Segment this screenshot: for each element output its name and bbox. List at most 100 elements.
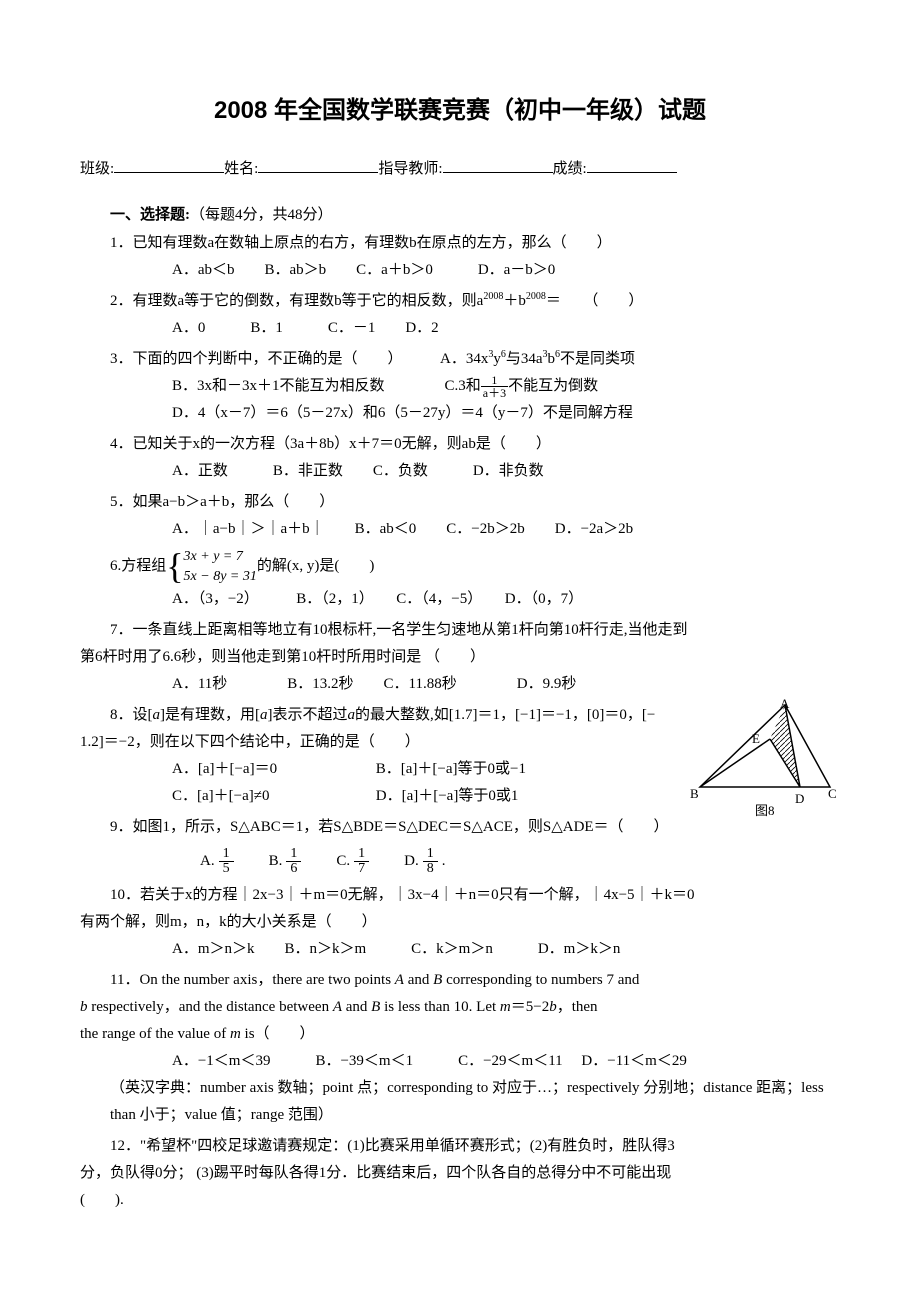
q11-l2c: is less than 10. Let (380, 999, 500, 1015)
q11-l1a: 11．On the number axis，there are two poin… (110, 972, 395, 988)
q9-f1d: 5 (219, 862, 234, 876)
q8-l1c: ]表示不超过 (268, 707, 348, 723)
fig-label-E: E (752, 727, 760, 750)
q2-part1: 2．有理数a等于它的倒数，有理数b等于它的相反数，则a (110, 293, 483, 309)
q8-l1d: 的最大整数,如[1.7]＝1，[−1]＝−1，[0]＝0，[− (355, 707, 655, 723)
name-label: 姓名: (224, 157, 258, 178)
q9-oB: B. (269, 848, 283, 875)
q3-l1b: 与34a (506, 351, 543, 367)
q11-l1b: and (404, 972, 433, 988)
header-row: 班级: 姓名: 指导教师: 成绩: (80, 155, 840, 178)
q9-f4n: 1 (423, 847, 438, 862)
q9-oA: A. (200, 848, 215, 875)
question-5: 5．如果a−b＞a＋b，那么（ ） A．｜a−b｜＞｜a＋b｜ B．ab＜0 C… (80, 489, 840, 543)
q9-optD: D.18. (404, 847, 445, 876)
q1-text: 1．已知有理数a在数轴上原点的右方，有理数b在原点的左方，那么（ ） (80, 230, 840, 257)
q9-f3n: 1 (354, 847, 369, 862)
q3-line2: B．3x和－3x＋1不能互为相反数 C.3和1a＋3不能互为倒数 (80, 373, 840, 400)
section-1-note: （每题4分，共48分） (190, 207, 333, 223)
q1-options: A．ab＜b B．ab＞b C．a＋b＞0 D．a－b＞0 (80, 257, 840, 284)
q11-l2a: respectively，and the distance between (88, 999, 333, 1015)
q2-text: 2．有理数a等于它的倒数，有理数b等于它的相反数，则a2008＋b2008＝ （… (80, 288, 840, 315)
q11-l3b: is（ ） (241, 1026, 315, 1042)
section-1-title: 一、选择题: (110, 207, 190, 223)
q11-A1: A (395, 972, 404, 988)
q8-l1b: ]是有理数，用[ (160, 707, 260, 723)
q8-a3: a (348, 707, 356, 723)
q11-B1: B (433, 972, 442, 988)
q4-options: A．正数 B．非正数 C．负数 D．非负数 (80, 458, 840, 485)
q11-l2b: and (342, 999, 371, 1015)
q2-options: A．0 B．1 C．－1 D．2 (80, 315, 840, 342)
q9-f3d: 7 (354, 862, 369, 876)
q6-eq1: 3x + y = 7 (184, 547, 257, 567)
q10-line2: 有两个解，则m，n，k的大小关系是（ ） (80, 909, 840, 936)
q6-equations: 3x + y = 7 5x − 8y = 31 (184, 547, 257, 586)
q6-system: { 3x + y = 7 5x − 8y = 31 (166, 547, 257, 586)
q7-line1: 7．一条直线上距离相等地立有10根标杆,一名学生匀速地从第1杆向第10杆行走,当… (80, 617, 840, 644)
question-4: 4．已知关于x的一次方程（3a＋8b）x＋7＝0无解，则ab是（ ） A．正数 … (80, 431, 840, 485)
q3-l1c: 不是同类项 (560, 351, 635, 367)
triangle-figure: A B C D E 图8 (690, 697, 840, 817)
q6-suffix: 的解(x, y)是( ) (257, 553, 374, 580)
fig-label-A: A (780, 692, 789, 715)
q6-eq2: 5x − 8y = 31 (184, 567, 257, 587)
q3-fraction: 1a＋3 (481, 374, 508, 399)
q4-text: 4．已知关于x的一次方程（3a＋8b）x＋7＝0无解，则ab是（ ） (80, 431, 840, 458)
q8-optC: C．[a]＋[−a]≠0 (172, 783, 372, 810)
q11-b2: b (549, 999, 557, 1015)
q11-line3: the range of the value of m is（ ） (80, 1021, 840, 1048)
q7-options: A．11秒 B．13.2秒 C．11.88秒 D．9.9秒 (80, 671, 840, 698)
q11-l2e: ，then (557, 999, 598, 1015)
q11-l3a: the range of the value of (80, 1026, 230, 1042)
q12-line3: ( ). (80, 1187, 840, 1214)
q9-text: 9．如图1，所示，S△ABC＝1，若S△BDE＝S△DEC＝S△ACE，则S△A… (80, 814, 840, 841)
bracket-icon: { (166, 552, 183, 581)
q8-l1a: 8．设[ (110, 707, 153, 723)
q9-f2n: 1 (286, 847, 301, 862)
question-9: 9．如图1，所示，S△ABC＝1，若S△BDE＝S△DEC＝S△ACE，则S△A… (80, 814, 840, 876)
q5-options: A．｜a−b｜＞｜a＋b｜ B．ab＜0 C．−2b＞2b D．−2a＞2b (80, 516, 840, 543)
q11-B2: B (371, 999, 380, 1015)
section-1-header: 一、选择题:（每题4分，共48分） (80, 203, 840, 224)
fig-label-B: B (690, 782, 699, 805)
q9-f4d: 8 (423, 862, 438, 876)
q11-A2: A (333, 999, 342, 1015)
q5-text: 5．如果a−b＞a＋b，那么（ ） (80, 489, 840, 516)
q9-options: A.15 B.16 C.17 D.18. (80, 847, 840, 876)
q9-optB: B.16 (269, 847, 302, 876)
class-label: 班级: (80, 157, 114, 178)
q11-m2: m (230, 1026, 241, 1042)
q11-l2d: ＝5−2 (511, 999, 549, 1015)
q11-l1c: corresponding to numbers 7 and (442, 972, 639, 988)
q6-options: A．（3，−2） B．（2，1） C．（4，−5） D．（0，7） (80, 586, 840, 613)
q3-s1: 3 (488, 349, 493, 360)
q8-a1: a (153, 707, 161, 723)
question-12: 12．"希望杯"四校足球邀请赛规定：(1)比赛采用单循环赛形式；(2)有胜负时，… (80, 1133, 840, 1214)
q8-optD: D．[a]＋[−a]等于0或1 (376, 788, 519, 804)
page-title: 2008 年全国数学联赛竞赛（初中一年级）试题 (80, 90, 840, 125)
q9-optA: A.15 (200, 847, 234, 876)
question-3: 3．下面的四个判断中，不正确的是（ ） A．34x3y6与34a3b6不是同类项… (80, 346, 840, 427)
q11-line2: b respectively，and the distance between … (80, 994, 840, 1021)
q9-optC: C. 17 (336, 847, 369, 876)
question-10: 10．若关于x的方程｜2x−3｜＋m＝0无解，｜3x−4｜＋n＝0只有一个解，｜… (80, 882, 840, 963)
q11-b1: b (80, 999, 88, 1015)
q2-part3: ＝ （ ） (546, 293, 644, 309)
q9-oD: D. (404, 848, 419, 875)
q11-dict: （英汉字典：number axis 数轴；point 点；correspondi… (80, 1075, 840, 1129)
teacher-label: 指导教师: (378, 157, 442, 178)
q8-optA: A．[a]＋[−a]＝0 (172, 756, 372, 783)
question-7: 7．一条直线上距离相等地立有10根标杆,一名学生匀速地从第1杆向第10杆行走,当… (80, 617, 840, 698)
q2-part2: ＋b (503, 293, 526, 309)
q9-oC: C. (336, 848, 350, 875)
question-2: 2．有理数a等于它的倒数，有理数b等于它的相反数，则a2008＋b2008＝ （… (80, 288, 840, 342)
q12-line2: 分，负队得0分； (3)踢平时每队各得1分．比赛结束后，四个队各自的总得分中不可… (80, 1160, 840, 1187)
q3-l2b: 不能互为倒数 (508, 378, 598, 394)
q10-options: A．m＞n＞k B．n＞k＞m C．k＞m＞n D．m＞k＞n (80, 936, 840, 963)
q2-sup1: 2008 (483, 291, 503, 302)
question-6: 6.方程组 { 3x + y = 7 5x − 8y = 31 的解(x, y)… (80, 547, 840, 613)
question-8: 8．设[a]是有理数，用[a]表示不超过a的最大整数,如[1.7]＝1，[−1]… (80, 702, 840, 810)
score-label: 成绩: (553, 157, 587, 178)
q12-line1: 12．"希望杯"四校足球邀请赛规定：(1)比赛采用单循环赛形式；(2)有胜负时，… (80, 1133, 840, 1160)
